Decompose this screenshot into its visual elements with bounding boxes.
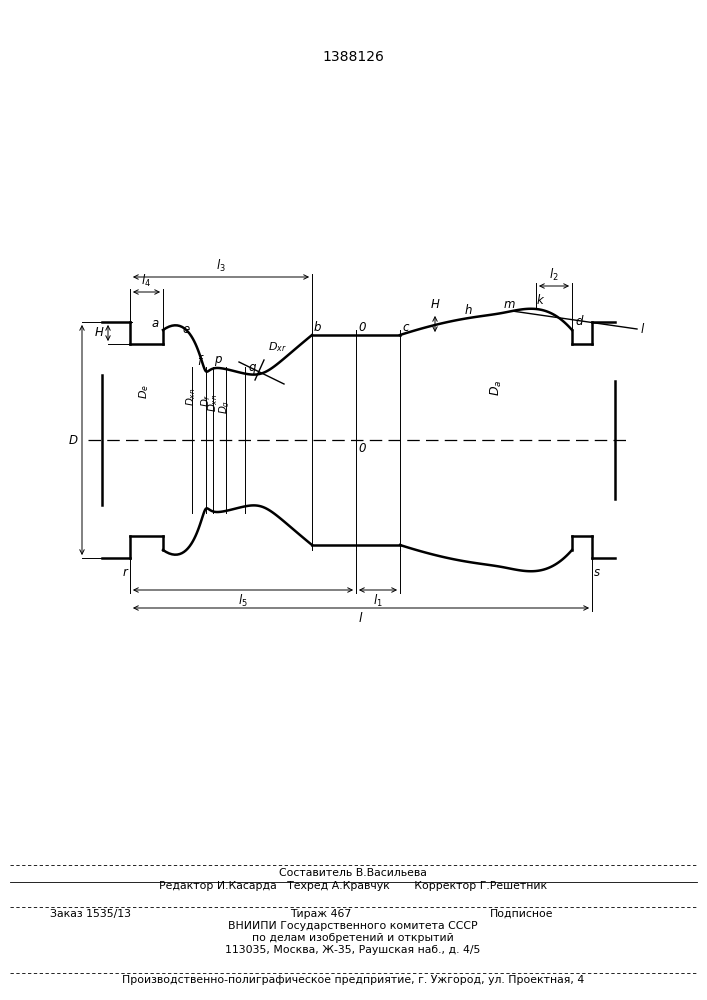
Text: 0: 0	[358, 321, 366, 334]
Text: ВНИИПИ Государственного комитета СССР: ВНИИПИ Государственного комитета СССР	[228, 921, 478, 931]
Text: $D_f$: $D_f$	[199, 394, 213, 407]
Text: $D_{xn}$: $D_{xn}$	[206, 393, 220, 412]
Text: $D_g$: $D_g$	[218, 400, 232, 414]
Text: d: d	[575, 315, 583, 328]
Text: m: m	[504, 298, 515, 311]
Text: $D$: $D$	[67, 434, 78, 446]
Text: 0: 0	[358, 442, 366, 455]
Text: p: p	[214, 353, 221, 366]
Text: b: b	[314, 321, 322, 334]
Text: Подписное: Подписное	[490, 909, 554, 919]
Text: r: r	[122, 566, 127, 579]
Text: Редактор И.Касарда   Техред А.Кравчук       Корректор Г.Решетник: Редактор И.Касарда Техред А.Кравчук Корр…	[159, 881, 547, 891]
Text: 113035, Москва, Ж-35, Раушская наб., д. 4/5: 113035, Москва, Ж-35, Раушская наб., д. …	[226, 945, 481, 955]
Text: h: h	[465, 304, 472, 317]
Text: $D_a$: $D_a$	[489, 379, 503, 396]
Text: $l_1$: $l_1$	[373, 593, 383, 609]
Text: e: e	[182, 323, 190, 336]
Text: $l$: $l$	[358, 611, 363, 625]
Text: $l_4$: $l_4$	[141, 273, 151, 289]
Text: по делам изобретений и открытий: по делам изобретений и открытий	[252, 933, 454, 943]
Text: c: c	[402, 321, 409, 334]
Text: Составитель В.Васильева: Составитель В.Васильева	[279, 868, 427, 878]
Text: Тираж 467: Тираж 467	[290, 909, 351, 919]
Text: a: a	[152, 317, 159, 330]
Text: f: f	[197, 355, 201, 368]
Text: $H$: $H$	[430, 298, 440, 311]
Text: Заказ 1535/13: Заказ 1535/13	[50, 909, 131, 919]
Text: q: q	[248, 361, 255, 374]
Text: 1388126: 1388126	[322, 50, 384, 64]
Text: $l_2$: $l_2$	[549, 267, 559, 283]
Text: $l_5$: $l_5$	[238, 593, 248, 609]
Text: Производственно-полиграфическое предприятие, г. Ужгород, ул. Проектная, 4: Производственно-полиграфическое предприя…	[122, 975, 584, 985]
Text: $H$: $H$	[95, 326, 105, 340]
Text: s: s	[594, 566, 600, 579]
Text: k: k	[537, 294, 544, 307]
Text: $l_3$: $l_3$	[216, 258, 226, 274]
Text: $D_{xn}$: $D_{xn}$	[184, 388, 198, 406]
Text: $D_{xr}$: $D_{xr}$	[268, 340, 286, 354]
Text: $D_e$: $D_e$	[137, 385, 151, 399]
Text: $l$: $l$	[640, 322, 645, 336]
